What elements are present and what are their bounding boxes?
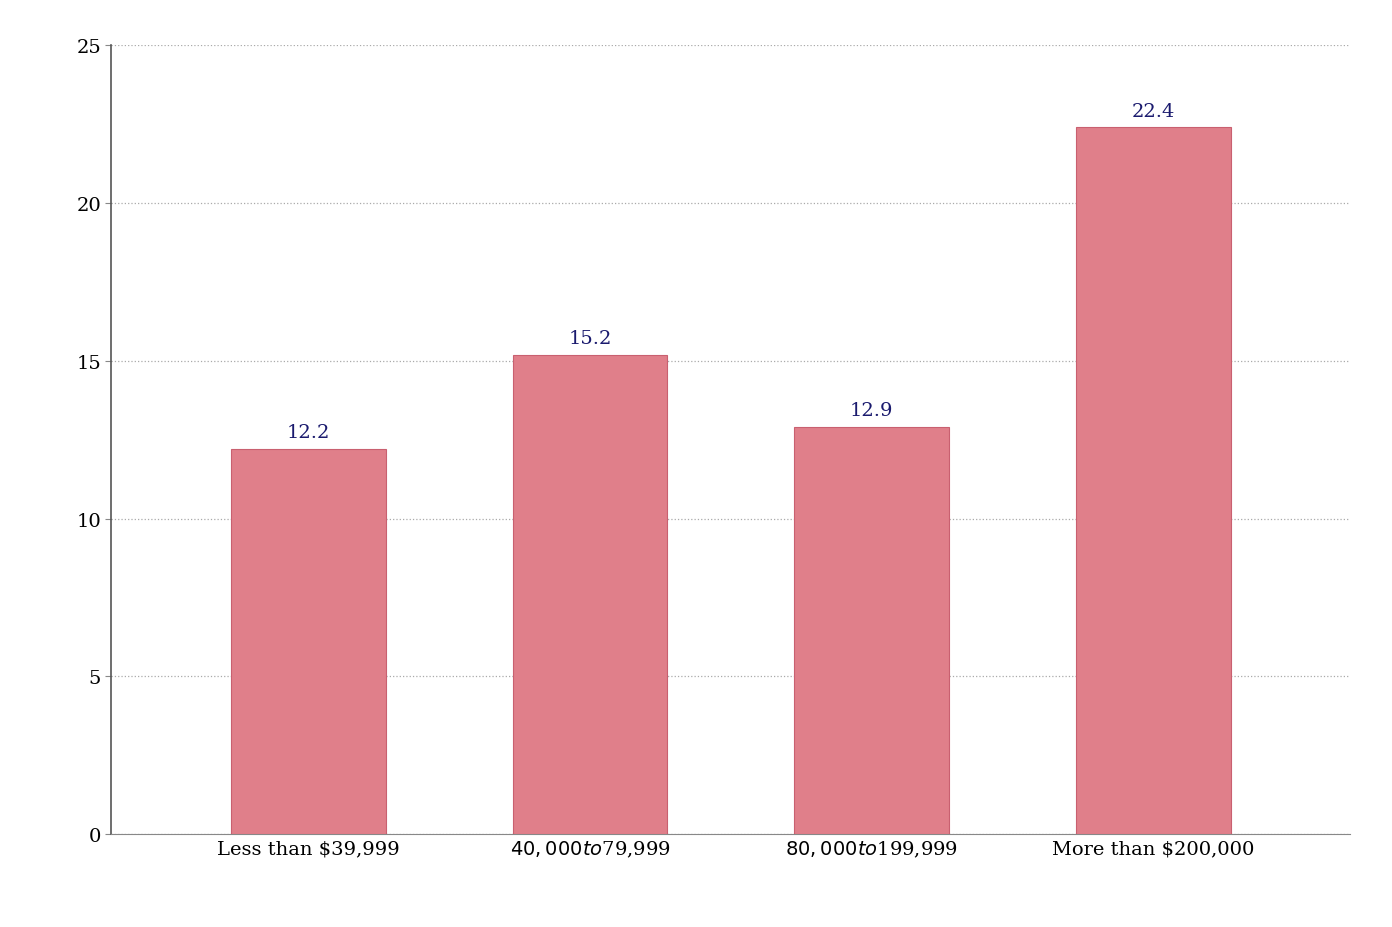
Text: 12.9: 12.9 bbox=[851, 402, 894, 420]
Text: 22.4: 22.4 bbox=[1132, 103, 1175, 121]
Text: 15.2: 15.2 bbox=[568, 329, 611, 348]
Bar bbox=[1076, 128, 1231, 834]
Text: 12.2: 12.2 bbox=[287, 424, 330, 442]
Bar bbox=[795, 427, 949, 834]
Bar bbox=[512, 355, 667, 834]
Bar bbox=[231, 450, 386, 834]
